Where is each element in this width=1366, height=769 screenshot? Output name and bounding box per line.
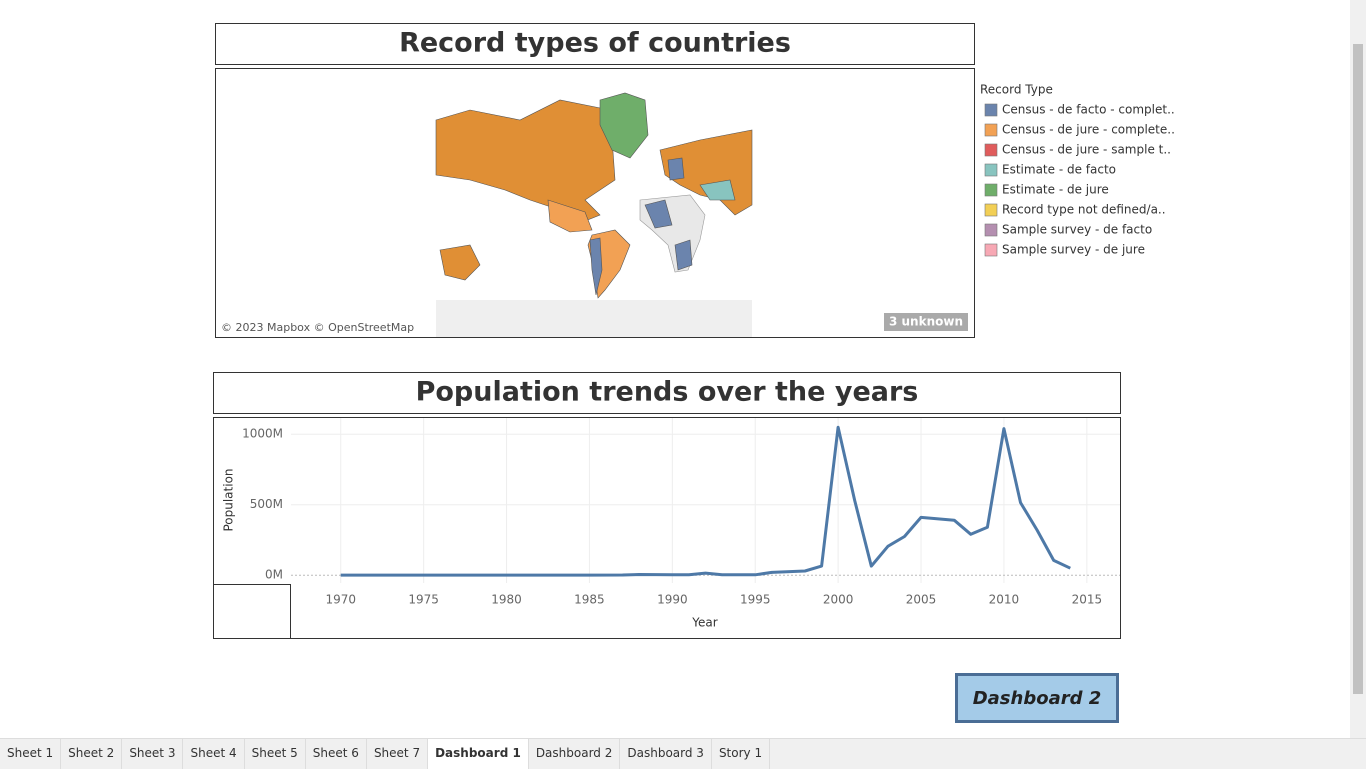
- x-tick-label: 1995: [740, 593, 771, 607]
- scrollbar[interactable]: [1350, 0, 1366, 738]
- sheet-tab[interactable]: Sheet 3: [122, 739, 184, 769]
- legend-label: Estimate - de jure: [1002, 183, 1109, 197]
- sheet-tab[interactable]: Sheet 5: [245, 739, 306, 769]
- dashboard-button[interactable]: [955, 673, 1119, 723]
- map: [435, 80, 753, 337]
- sheet-tab[interactable]: Dashboard 3: [620, 739, 712, 769]
- legend-label: Record type not defined/a..: [1002, 203, 1166, 217]
- plot: 1970 1975 1980 1985 1990 1995 2000 2005 2010 2015…: [242, 418, 1120, 607]
- legend-swatch: [984, 223, 998, 237]
- legend-label: Census - de jure - complete..: [1002, 123, 1175, 137]
- x-tick-label: 2005: [906, 593, 937, 607]
- x-tick-label: 2000: [823, 593, 854, 607]
- unknown-label[interactable]: 3 unknown: [889, 315, 963, 329]
- legend-swatch: [984, 183, 998, 197]
- legend-swatch: [984, 143, 998, 157]
- dashboard-button-label[interactable]: Dashboard 2: [973, 688, 1102, 709]
- sheet-tab[interactable]: Dashboard 2: [529, 739, 621, 769]
- x-tick-label: 1985: [574, 593, 605, 607]
- x-tick-label: 1970: [325, 593, 356, 607]
- map-title-box: [215, 23, 975, 65]
- x-tick-label: 1990: [657, 593, 688, 607]
- legend: Census - de facto - complet.. Census - de…: [984, 103, 1175, 257]
- x-tick-label: 2015: [1072, 593, 1103, 607]
- y-tick-label: 0M: [265, 568, 283, 582]
- legend-label: Census - de jure - sample t..: [1002, 143, 1171, 157]
- tab-bar: Sheet 1 Sheet 2 Sheet 3 Sheet 4 Sheet 5 Sheet…: [0, 738, 1366, 769]
- legend-swatch: [984, 103, 998, 117]
- map-title: Record types of countries: [399, 28, 791, 59]
- x-tick-label: 1980: [491, 593, 522, 607]
- legend-label: Census - de facto - complet..: [1002, 103, 1175, 117]
- x-tick-label: 2010: [989, 593, 1020, 607]
- legend-label: Estimate - de facto: [1002, 163, 1116, 177]
- legend-label: Sample survey - de jure: [1002, 243, 1145, 257]
- map-attribution: © 2023 Mapbox © OpenStreetMap: [221, 321, 414, 334]
- chart-title: Population trends over the years: [416, 377, 919, 408]
- chart-title-box: [213, 372, 1121, 414]
- sheet-tab[interactable]: Sheet 6: [306, 739, 367, 769]
- sheet-tab[interactable]: Sheet 7: [367, 739, 429, 769]
- chart-box: [213, 417, 1121, 639]
- sheet-tab[interactable]: Sheet 4: [183, 739, 245, 769]
- legend-swatch: [984, 163, 998, 177]
- sheet-tab[interactable]: Sheet 1: [0, 739, 62, 769]
- scroll-thumb[interactable]: [1353, 44, 1363, 694]
- y-tick-label: 500M: [250, 497, 283, 511]
- y-tick-label: 1000M: [242, 427, 283, 441]
- legend-label: Sample survey - de facto: [1002, 223, 1152, 237]
- legend-swatch: [984, 203, 998, 217]
- dashboard: Record types of countries © 2023 Mapbox …: [213, 23, 1175, 723]
- sheet-tab[interactable]: Story 1: [712, 739, 771, 769]
- unknown-badge[interactable]: [884, 313, 968, 331]
- population-line: [340, 425, 1071, 577]
- y-axis-label: Population: [222, 468, 236, 531]
- x-tick-label: 1975: [408, 593, 439, 607]
- sheet-tab[interactable]: Sheet 2: [61, 739, 123, 769]
- x-axis-label: Year: [691, 616, 717, 630]
- legend-title: Record Type: [980, 83, 1053, 97]
- legend-swatch: [984, 243, 998, 257]
- sheet-tab[interactable]: Dashboard 1: [428, 739, 529, 769]
- legend-swatch: [984, 123, 998, 137]
